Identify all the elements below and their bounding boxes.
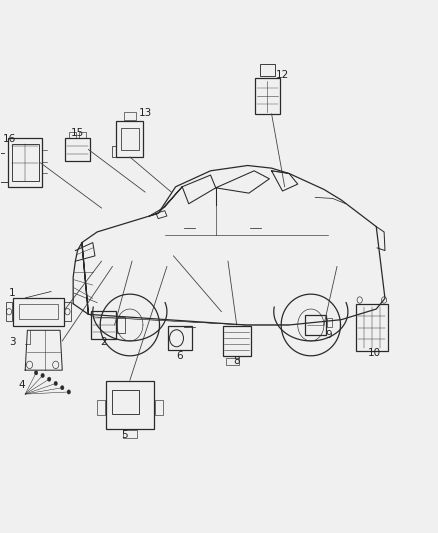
Circle shape: [60, 385, 64, 390]
Text: 4: 4: [19, 379, 25, 390]
Text: 9: 9: [325, 329, 332, 340]
Text: 3: 3: [9, 337, 15, 347]
Bar: [8, 139, 42, 187]
Bar: [6, 302, 12, 321]
Bar: [97, 400, 105, 415]
Bar: [327, 318, 332, 327]
Bar: [91, 311, 117, 339]
Text: 6: 6: [177, 351, 184, 361]
Bar: [19, 304, 57, 319]
Bar: [260, 64, 275, 76]
Bar: [155, 400, 163, 415]
Text: 13: 13: [138, 108, 152, 118]
Bar: [168, 326, 192, 350]
Text: 8: 8: [233, 356, 240, 366]
Bar: [254, 78, 280, 115]
Text: 1: 1: [9, 288, 15, 298]
Bar: [106, 381, 154, 429]
Circle shape: [67, 390, 71, 394]
Bar: [223, 326, 251, 357]
Circle shape: [34, 370, 38, 375]
Bar: [305, 315, 326, 335]
Bar: [13, 298, 64, 326]
Bar: [356, 304, 388, 351]
Bar: [117, 317, 125, 333]
Text: 2: 2: [100, 337, 107, 347]
Bar: [117, 121, 143, 157]
Text: 16: 16: [3, 134, 16, 144]
Circle shape: [47, 377, 51, 381]
Bar: [112, 390, 139, 414]
Bar: [65, 139, 90, 161]
Bar: [64, 302, 71, 321]
Text: 12: 12: [276, 70, 289, 80]
Circle shape: [54, 381, 57, 385]
Bar: [121, 128, 139, 150]
Bar: [11, 144, 39, 181]
Circle shape: [41, 373, 44, 377]
Text: 10: 10: [367, 348, 381, 358]
Bar: [226, 358, 239, 366]
Bar: [123, 430, 137, 438]
Text: 5: 5: [121, 430, 128, 440]
Text: 15: 15: [71, 127, 84, 138]
Bar: [124, 111, 136, 119]
